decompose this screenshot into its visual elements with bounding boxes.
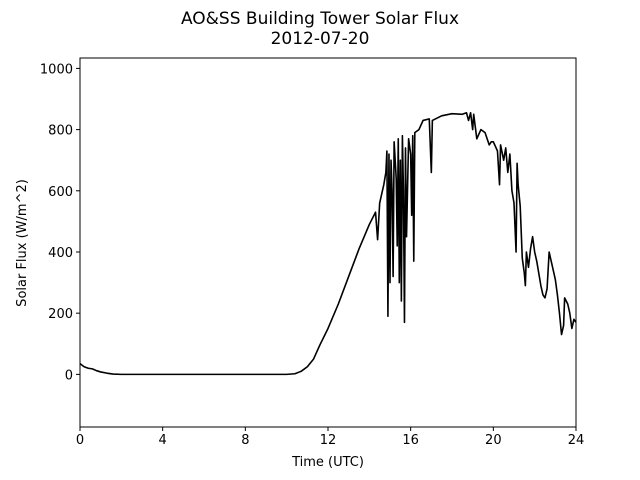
y-tick-label: 800 <box>48 124 73 139</box>
axes-frame <box>79 57 577 428</box>
x-tick-label: 16 <box>402 433 419 448</box>
y-tick-label: 600 <box>48 185 73 200</box>
x-tick-label: 24 <box>568 433 585 448</box>
data-line <box>79 111 577 376</box>
y-tick-label: 1000 <box>40 62 73 77</box>
x-tick-label: 8 <box>241 433 249 448</box>
chart-title: AO&SS Building Tower Solar Flux <box>181 9 459 29</box>
y-tick-label: 200 <box>48 307 73 322</box>
x-axis-label: Time (UTC) <box>291 455 364 470</box>
y-tick-label: 400 <box>48 246 73 261</box>
x-tick-label: 4 <box>159 433 167 448</box>
y-axis-label: Solar Flux (W/m^2) <box>15 179 30 307</box>
y-tick-label: 0 <box>65 368 73 383</box>
x-tick-label: 0 <box>76 433 84 448</box>
x-tick-label: 12 <box>320 433 337 448</box>
x-tick-label: 20 <box>485 433 502 448</box>
chart-subtitle: 2012-07-20 <box>271 29 370 49</box>
